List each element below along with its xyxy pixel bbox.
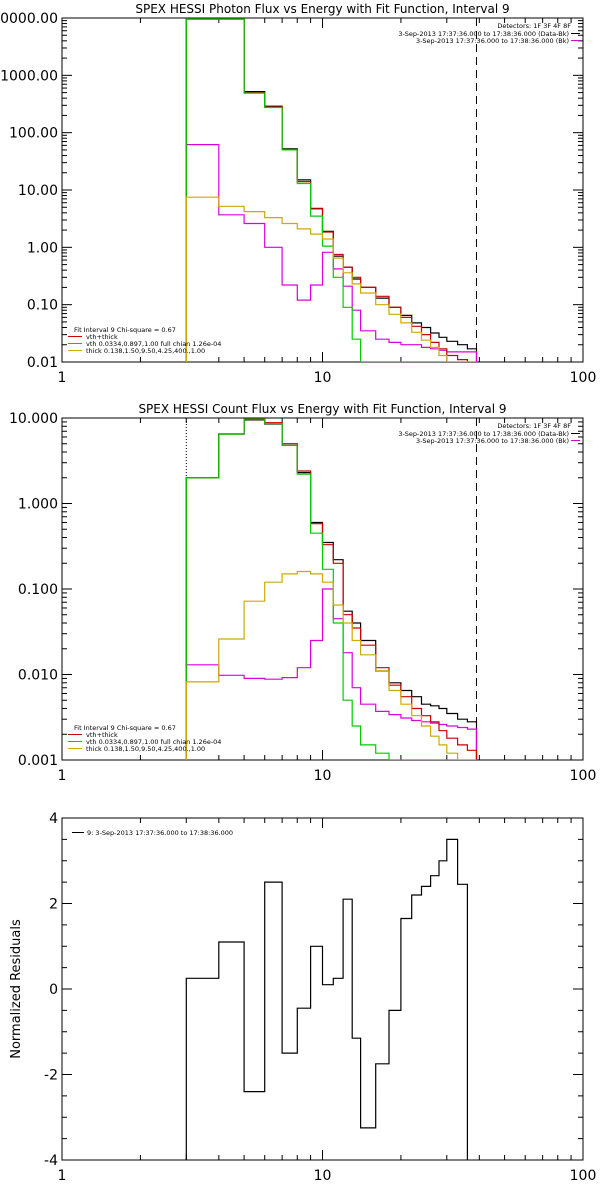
legend-top-left: 9: 3-Sep-2013 17:37:36.000 to 17:38:36.0…	[72, 829, 233, 837]
plot-frame	[61, 17, 584, 363]
y-tick-label: 0.01	[27, 355, 58, 371]
legend-header: Fit Interval 9 Chi-square = 0.67	[74, 724, 176, 732]
legend-entry-label: 9: 3-Sep-2013 17:37:36.000 to 17:38:36.0…	[87, 829, 233, 837]
x-tick-label: 100	[570, 370, 597, 386]
legend-entry-label: vth 0.0334,0.897,1.00 full chian 1.26e-0…	[86, 340, 221, 348]
series-thick-line	[185, 196, 477, 362]
series-vth-line	[185, 18, 477, 362]
y-tick-label: 0.100	[18, 582, 58, 598]
series-data-line	[185, 419, 478, 760]
y-tick-label: -4	[44, 1153, 58, 1169]
chart-title: SPEX HESSI Count Flux vs Energy with Fit…	[138, 402, 506, 416]
legend-top-right: Detectors: 1F 3F 4F 8F3-Sep-2013 17:37:3…	[398, 422, 580, 445]
y-tick-label: 4	[49, 811, 58, 827]
series-total-line	[185, 418, 478, 760]
legend-entry-label: 3-Sep-2013 17:37:36.000 to 17:38:36.000 …	[416, 37, 569, 45]
y-tick-label: 1.00	[27, 240, 58, 256]
legend-entry-label: vth+thick	[86, 333, 118, 341]
y-tick-label: 10000.00	[0, 11, 58, 27]
y-tick-label: 10.000	[9, 411, 58, 427]
legend-header: Detectors: 1F 3F 4F 8F	[497, 422, 571, 430]
legend-entry-label: vth 0.0334,0.897,1.00 full chian 1.26e-0…	[86, 738, 221, 746]
series-bk-line	[185, 144, 478, 362]
legend-entry-label: vth+thick	[86, 731, 118, 739]
legend-bottom-left: Fit Interval 9 Chi-square = 0.67vth+thic…	[68, 724, 221, 753]
chart-panel-2: SPEX HESSI Count Flux vs Energy with Fit…	[9, 402, 596, 784]
x-tick-label: 100	[570, 1168, 597, 1184]
series-bk-line	[185, 588, 478, 760]
x-tick-label: 10	[314, 1168, 332, 1184]
y-tick-label: 10.00	[18, 183, 58, 199]
y-tick-label: 1.000	[18, 497, 58, 513]
legend-entry-label: 3-Sep-2013 17:37:36.000 to 17:38:36.000 …	[398, 30, 569, 38]
y-tick-label: 0.001	[18, 753, 58, 769]
plot-frame	[61, 817, 584, 1161]
x-tick-label: 100	[570, 768, 597, 784]
y-tick-label: 0.10	[27, 298, 58, 314]
legend-entry-label: 3-Sep-2013 17:37:36.000 to 17:38:36.000 …	[398, 430, 569, 438]
y-tick-label: 0	[49, 982, 58, 998]
y-tick-label: -2	[44, 1068, 58, 1084]
x-tick-label: 1	[58, 1168, 67, 1184]
chart-panel-3: 1 10 100 -4 -2 0 2 4 Normalized Residuals 9: 3-Se…	[9, 811, 596, 1184]
legend-bottom-left: Fit Interval 9 Chi-square = 0.67vth+thic…	[68, 326, 221, 355]
series-data-line	[185, 18, 478, 362]
legend-entry-label: thick 0.138,1.50,9.50,4.25,400.,1.00	[86, 745, 205, 753]
x-tick-label: 10	[314, 768, 332, 784]
x-tick-label: 10	[314, 370, 332, 386]
series-thick-line	[185, 570, 477, 760]
series-residuals-line	[185, 838, 468, 1160]
legend-header: Fit Interval 9 Chi-square = 0.67	[74, 326, 176, 334]
legend-top-right: Detectors: 1F 3F 4F 8F3-Sep-2013 17:37:3…	[398, 22, 580, 45]
legend-entry-label: 3-Sep-2013 17:37:36.000 to 17:38:36.000 …	[416, 437, 569, 445]
chart-title: SPEX HESSI Photon Flux vs Energy with Fi…	[135, 2, 509, 16]
legend-header: Detectors: 1F 3F 4F 8F	[497, 22, 571, 30]
x-tick-label: 1	[58, 370, 67, 386]
y-tick-label: 1000.00	[0, 68, 58, 84]
y-tick-label: 100.00	[9, 126, 58, 142]
y-tick-label: 2	[49, 897, 58, 913]
series-total-line	[185, 18, 477, 362]
x-tick-label: 1	[58, 768, 67, 784]
chart-panel-1: SPEX HESSI Photon Flux vs Energy with Fi…	[0, 2, 596, 386]
y-axis-label: Normalized Residuals	[9, 919, 24, 1059]
y-tick-label: 0.010	[18, 668, 58, 684]
legend-entry-label: thick 0.138,1.50,9.50,4.25,400.,1.00	[86, 347, 205, 355]
